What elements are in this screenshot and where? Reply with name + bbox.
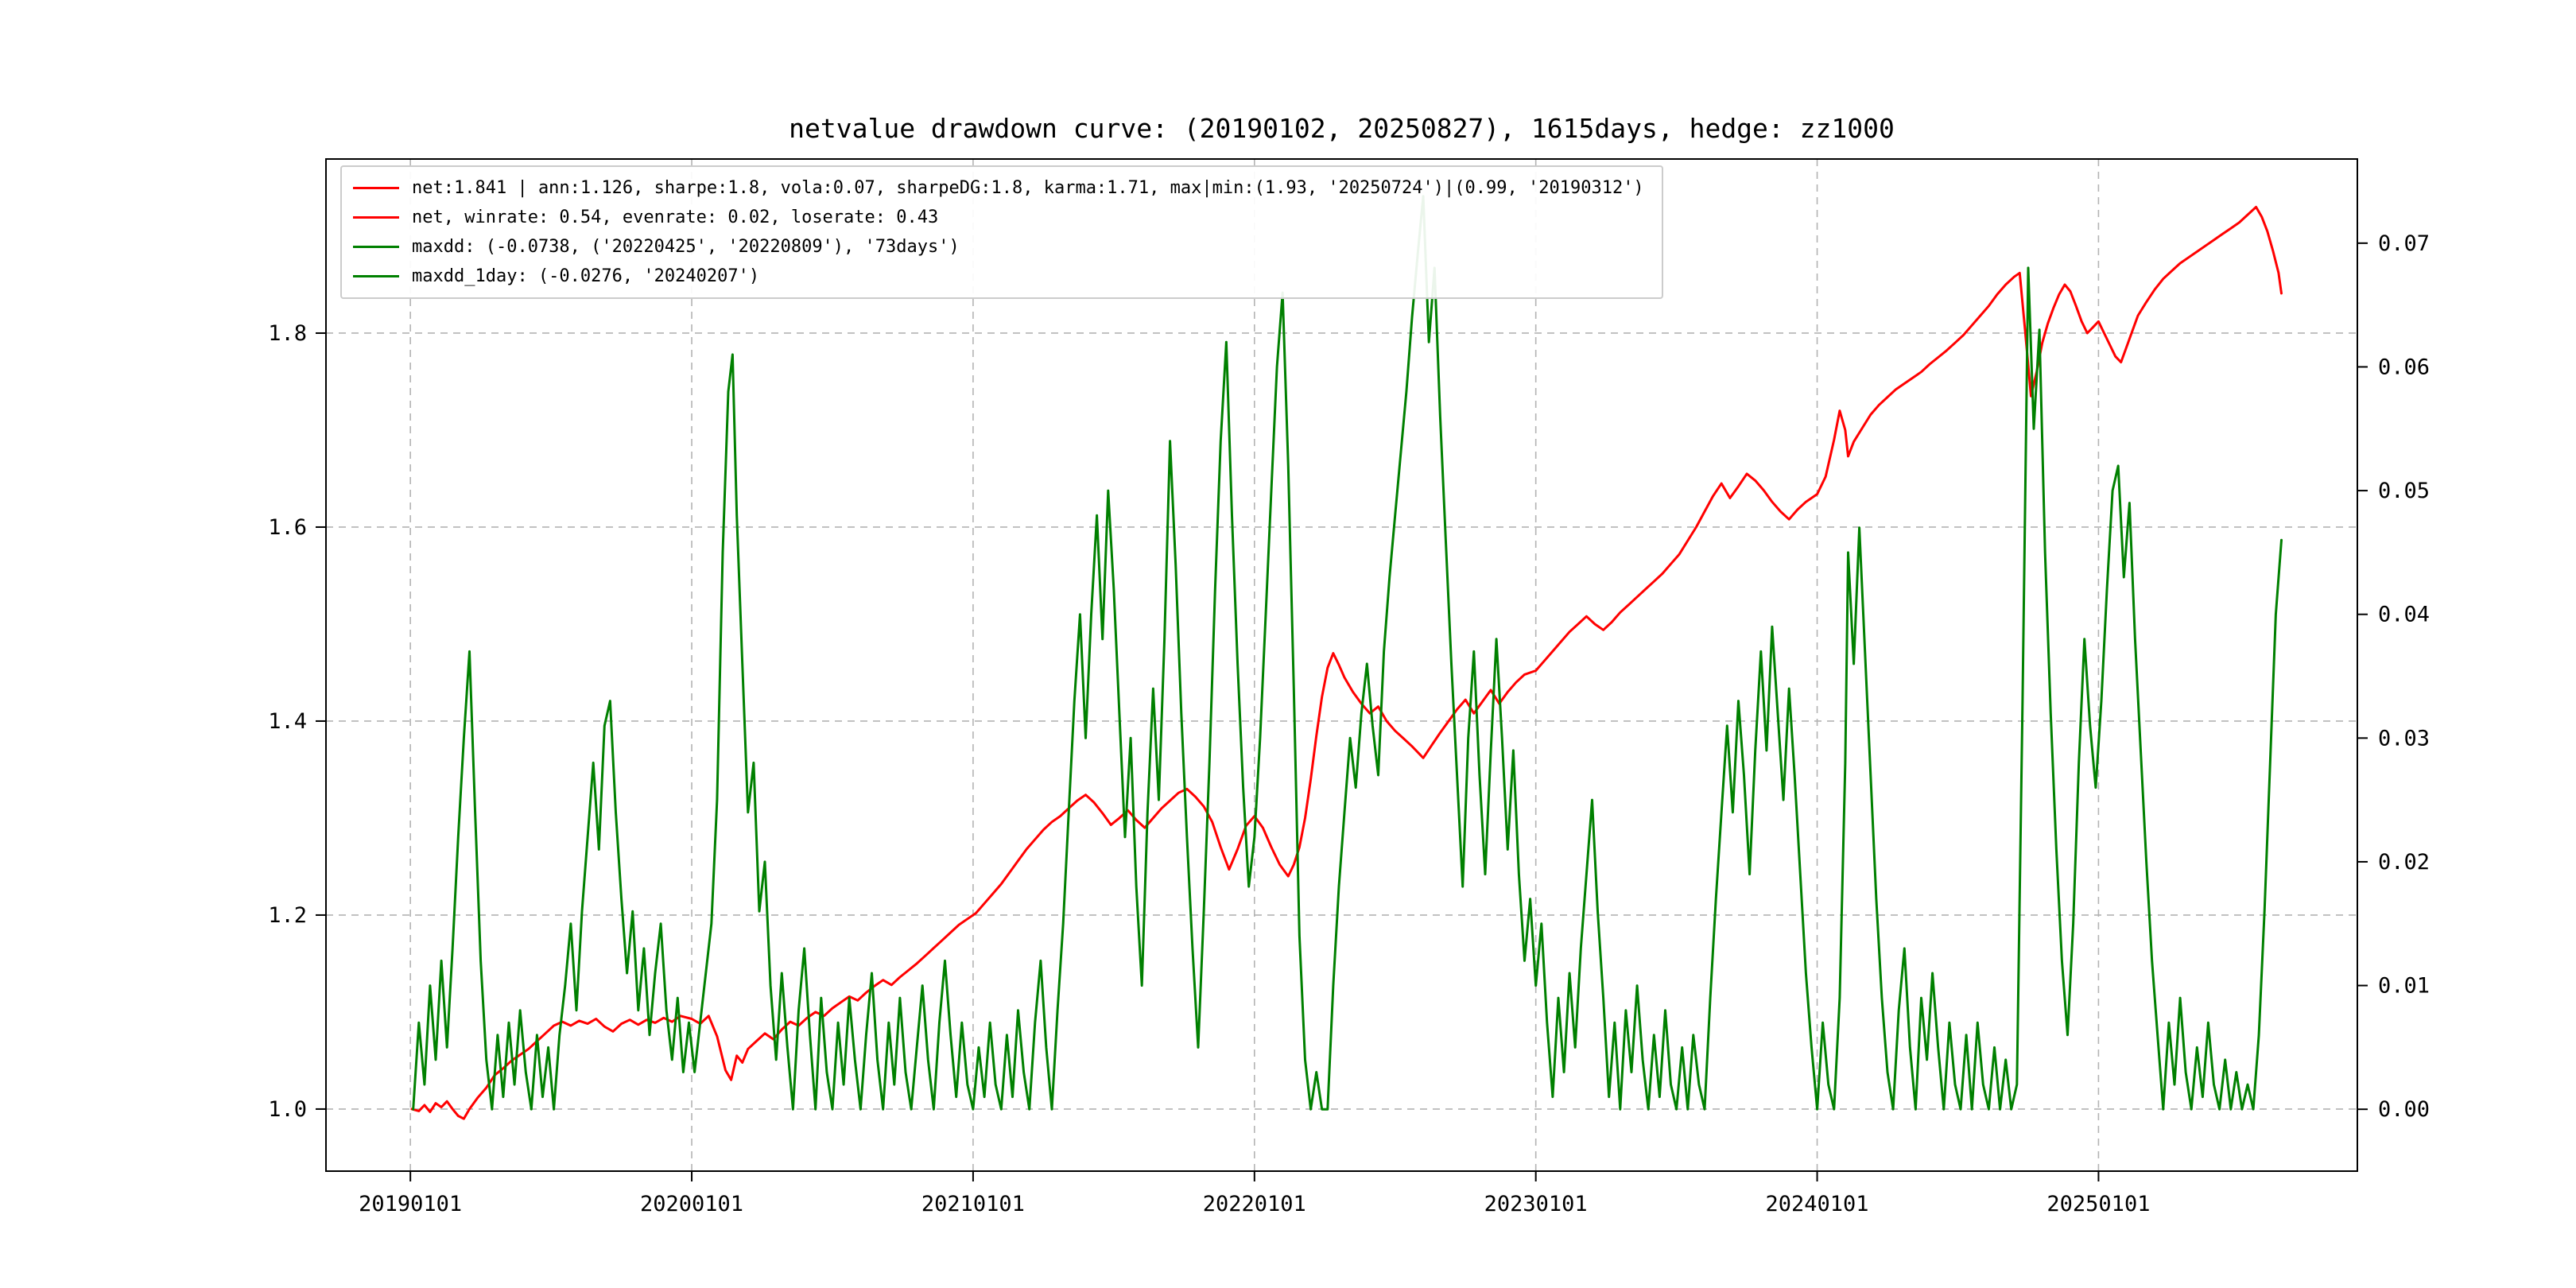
y-left-tick-label: 1.0 [268, 1097, 307, 1122]
y-right-tick-label: 0.03 [2378, 726, 2430, 751]
legend-line-sample [353, 275, 399, 277]
x-tick-label: 20250101 [2046, 1192, 2150, 1216]
chart-legend: net:1.841 | ann:1.126, sharpe:1.8, vola:… [340, 165, 1663, 299]
legend-label: maxdd_1day: (-0.0276, '20240207') [412, 266, 760, 286]
legend-label: maxdd: (-0.0738, ('20220425', '20220809'… [412, 237, 960, 257]
legend-line-sample [353, 187, 399, 189]
legend-item: net:1.841 | ann:1.126, sharpe:1.8, vola:… [353, 173, 1644, 203]
y-left-tick-label: 1.2 [268, 903, 307, 928]
legend-label: net, winrate: 0.54, evenrate: 0.02, lose… [412, 208, 939, 227]
legend-item: maxdd_1day: (-0.0276, '20240207') [353, 262, 1644, 291]
legend-line-sample [353, 246, 399, 248]
y-left-tick-label: 1.4 [268, 709, 307, 734]
x-tick-label: 20220101 [1203, 1192, 1306, 1216]
x-tick-label: 20230101 [1484, 1192, 1588, 1216]
y-right-tick-label: 0.07 [2378, 231, 2430, 256]
legend-item: maxdd: (-0.0738, ('20220425', '20220809'… [353, 232, 1644, 262]
x-tick-label: 20210101 [921, 1192, 1025, 1216]
y-right-tick-label: 0.05 [2378, 479, 2430, 503]
x-tick-label: 20200101 [640, 1192, 743, 1216]
x-tick-label: 20190101 [359, 1192, 462, 1216]
y-right-tick-label: 0.06 [2378, 355, 2430, 379]
plot-border [325, 158, 2358, 1172]
y-right-tick-label: 0.02 [2378, 850, 2430, 875]
chart-title: netvalue drawdown curve: (20190102, 2025… [789, 113, 1895, 144]
y-right-tick-label: 0.04 [2378, 603, 2430, 627]
legend-line-sample [353, 216, 399, 219]
legend-item: net, winrate: 0.54, evenrate: 0.02, lose… [353, 203, 1644, 232]
x-tick-label: 20240101 [1766, 1192, 1869, 1216]
y-left-tick-label: 1.8 [268, 321, 307, 346]
y-right-tick-label: 0.00 [2378, 1097, 2430, 1122]
legend-label: net:1.841 | ann:1.126, sharpe:1.8, vola:… [412, 178, 1644, 198]
y-left-tick-label: 1.6 [268, 515, 307, 540]
y-right-tick-label: 0.01 [2378, 974, 2430, 999]
net-line [410, 205, 2283, 1120]
drawdown-line [412, 195, 2283, 1111]
